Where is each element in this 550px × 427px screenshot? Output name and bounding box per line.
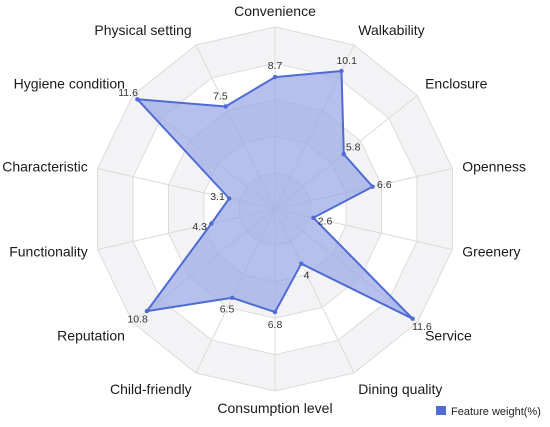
category-label-physical-setting: Physical setting: [94, 22, 191, 38]
value-label-dining-quality: 4: [304, 270, 310, 282]
value-label-physical-setting: 7.5: [213, 91, 228, 103]
category-label-enclosure: Enclosure: [425, 75, 487, 91]
point-convenience: [272, 74, 278, 80]
point-reputation: [144, 308, 150, 314]
category-label-child-friendly: Child-friendly: [110, 381, 192, 397]
value-label-hygiene-condition: 11.6: [118, 87, 138, 99]
point-functionality: [209, 221, 214, 226]
value-label-child-friendly: 6.5: [220, 304, 235, 316]
category-label-service: Service: [425, 328, 472, 344]
point-characteristic: [227, 196, 232, 201]
category-label-greenery: Greenery: [462, 244, 520, 260]
value-label-service: 11.6: [412, 321, 432, 333]
category-label-hygiene-condition: Hygiene condition: [14, 75, 125, 91]
point-openness: [370, 184, 375, 189]
category-label-reputation: Reputation: [57, 328, 125, 344]
point-physical-setting: [223, 104, 228, 109]
point-dining-quality: [299, 261, 304, 266]
category-label-functionality: Functionality: [9, 244, 88, 260]
point-greenery: [311, 215, 316, 220]
series-markers: [135, 68, 415, 321]
category-label-characteristic: Characteristic: [2, 158, 88, 174]
point-enclosure: [341, 152, 346, 157]
category-label-openness: Openness: [462, 158, 526, 174]
point-walkability: [339, 68, 344, 74]
value-label-functionality: 4.3: [192, 221, 207, 233]
point-hygiene-condition: [135, 97, 140, 102]
value-label-characteristic: 3.1: [210, 191, 225, 203]
category-label-consumption-level: Consumption level: [217, 400, 332, 416]
value-label-walkability: 10.1: [336, 55, 357, 67]
category-labels: Convenience Walkability Enclosure Openness G…: [2, 3, 526, 416]
legend-swatch: [436, 406, 446, 415]
category-label-convenience: Convenience: [234, 3, 316, 19]
point-consumption-level: [272, 309, 278, 315]
category-label-dining-quality: Dining quality: [358, 381, 442, 397]
value-labels: 8.7 10.1 5.8 6.6 2.6 11.6 4 6.8 6.5 10.8 4.3 3.1 11.…: [118, 55, 432, 333]
value-label-consumption-level: 6.8: [268, 319, 283, 331]
value-label-enclosure: 5.8: [346, 142, 361, 154]
value-label-greenery: 2.6: [318, 215, 333, 227]
point-service: [410, 316, 415, 321]
category-label-walkability: Walkability: [358, 22, 424, 38]
point-child-friendly: [230, 295, 235, 300]
legend-label: Feature weight(%): [451, 406, 541, 418]
legend[interactable]: Feature weight(%): [436, 406, 541, 418]
value-label-openness: 6.6: [377, 179, 392, 191]
value-label-convenience: 8.7: [268, 60, 283, 72]
value-label-reputation: 10.8: [127, 314, 148, 326]
